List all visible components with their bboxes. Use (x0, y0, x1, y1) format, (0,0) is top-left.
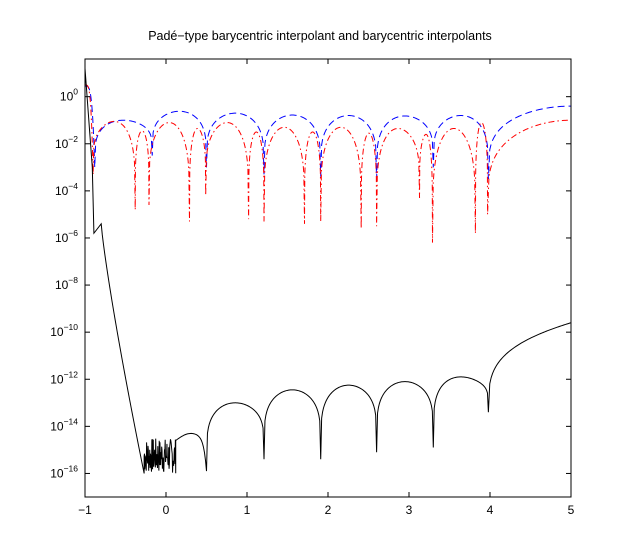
y-tick-label: 10−10 (50, 322, 78, 339)
y-tick-label: 10−14 (50, 416, 78, 433)
series-red-dashdot-line (85, 84, 571, 243)
y-tick-label: 10−4 (55, 181, 78, 198)
chart-title: Padé−type barycentric interpolant and ba… (148, 29, 492, 43)
y-tick-label: 100 (60, 87, 78, 104)
x-tick-label: 2 (325, 503, 332, 517)
y-tick-label: 10−16 (50, 463, 78, 480)
x-axis: −1 0 1 2 3 4 5 (78, 59, 575, 517)
series-black-solid-line (84, 68, 572, 474)
x-tick-label: 4 (487, 503, 494, 517)
plot-frame (84, 58, 572, 498)
series-blue-dashed-line (85, 85, 571, 180)
x-tick-label: 0 (163, 503, 170, 517)
y-tick-label: 10−8 (55, 275, 78, 292)
y-tick-label: 10−12 (50, 369, 78, 386)
y-tick-label: 10−6 (55, 228, 78, 245)
plot-lines (84, 68, 572, 474)
y-tick-label: 10−2 (55, 134, 78, 151)
x-tick-label: 3 (406, 503, 413, 517)
x-tick-label: −1 (78, 503, 92, 517)
x-tick-label: 5 (568, 503, 575, 517)
y-axis: 100 10−2 10−4 10−6 10−8 10−10 10−12 10−14 10−16 (50, 87, 571, 480)
x-tick-label: 1 (244, 503, 251, 517)
